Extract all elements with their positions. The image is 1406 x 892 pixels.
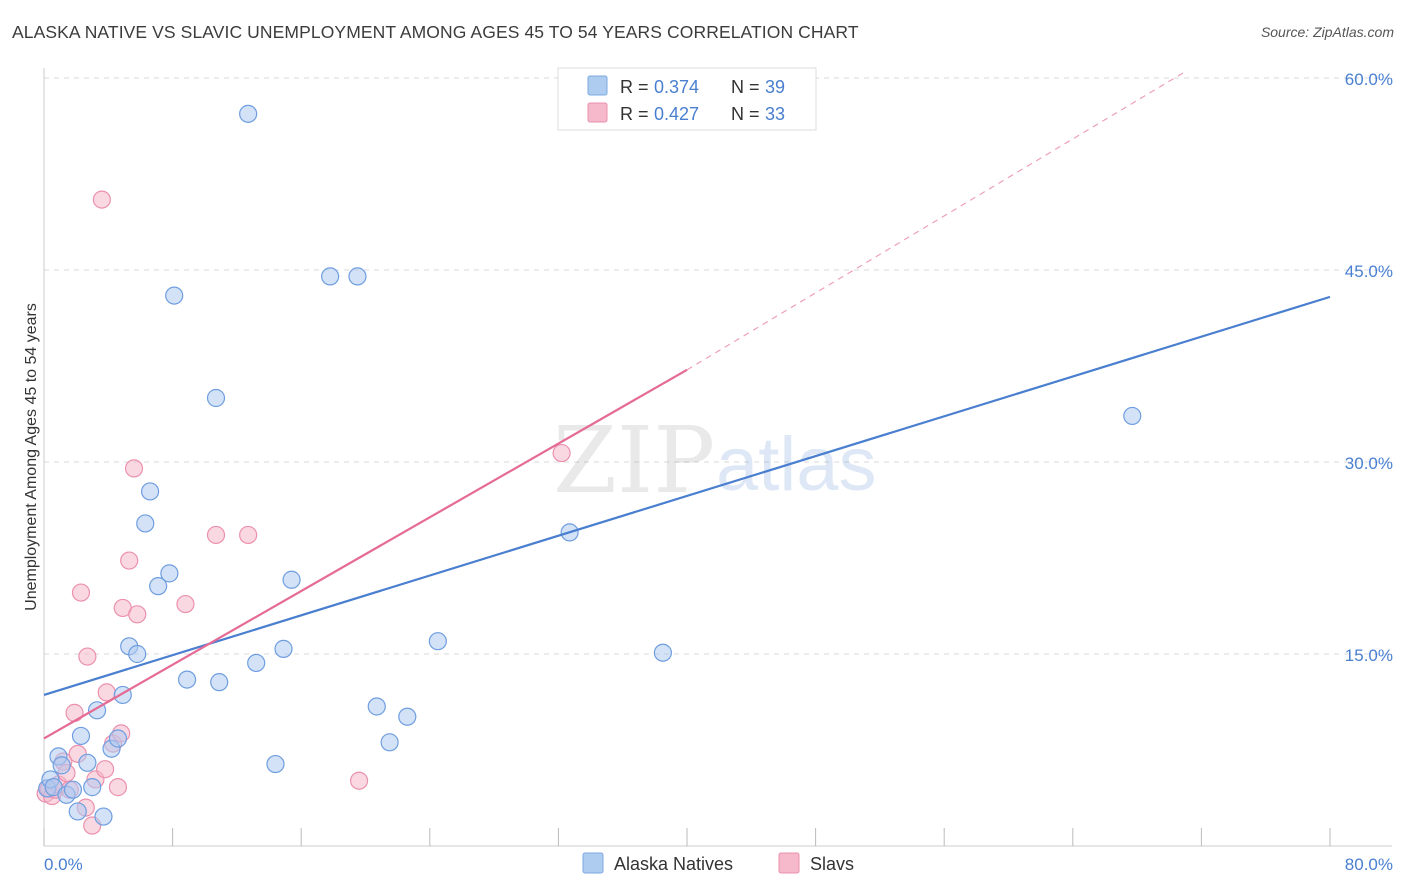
- legend-r-label-1: R =: [620, 77, 649, 97]
- legend-bottom-swatch-pink: [778, 852, 800, 874]
- series-points: [36, 104, 1142, 835]
- data-point: [108, 729, 128, 748]
- legend-bottom: Alaska Natives Slavs: [582, 852, 854, 874]
- y-tick-label: 60.0%: [1345, 70, 1393, 89]
- legend-r-label-2: R =: [620, 104, 649, 124]
- data-point: [1123, 406, 1142, 426]
- data-point: [120, 551, 139, 570]
- data-point: [177, 670, 197, 689]
- chart-title: ALASKA NATIVE VS SLAVIC UNEMPLOYMENT AMO…: [12, 22, 859, 42]
- data-point: [108, 778, 128, 797]
- data-point: [210, 673, 229, 692]
- series-alaska-natives: [38, 104, 1142, 826]
- data-point: [282, 570, 301, 589]
- data-point: [71, 726, 91, 746]
- watermark: ZIP atlas: [553, 407, 877, 514]
- data-point: [140, 482, 160, 501]
- data-point: [239, 525, 258, 545]
- data-point: [71, 583, 91, 602]
- data-point: [349, 771, 369, 790]
- data-point: [165, 286, 184, 305]
- legend-bottom-label-slavs: Slavs: [810, 854, 854, 874]
- y-axis-title: Unemployment Among Ages 45 to 54 years: [23, 303, 40, 611]
- legend-swatch-pink: [587, 102, 608, 123]
- trend-line-slavs-extension: [686, 71, 1186, 371]
- y-tick-label: 15.0%: [1345, 646, 1393, 665]
- tick-labels: 15.0% 30.0% 45.0% 60.0% 0.0% 80.0%: [44, 70, 1393, 874]
- legend-n-value-1: 39: [765, 77, 785, 97]
- legend-n-label-1: N =: [731, 77, 760, 97]
- data-point: [78, 647, 97, 666]
- axes: [43, 68, 1392, 847]
- legend-swatch-blue: [587, 75, 608, 96]
- data-point: [428, 632, 447, 651]
- data-point: [95, 760, 115, 779]
- data-point: [176, 594, 195, 614]
- legend-top: R = 0.374 N = 39 R = 0.427 N = 33: [557, 67, 817, 131]
- data-point: [380, 733, 399, 752]
- watermark-atlas: atlas: [716, 422, 877, 507]
- data-point: [348, 267, 367, 286]
- data-point: [206, 388, 226, 408]
- gridlines: [44, 77, 1392, 655]
- data-point: [274, 639, 293, 658]
- trend-line-alaska-natives: [43, 295, 1331, 697]
- legend-bottom-swatch-blue: [582, 852, 604, 874]
- data-point: [92, 190, 111, 209]
- data-point: [552, 443, 571, 463]
- y-tick-label: 30.0%: [1345, 454, 1393, 473]
- trend-lines: [43, 71, 1331, 740]
- legend-r-value-2: 0.427: [654, 104, 699, 124]
- watermark-zip: ZIP: [553, 407, 715, 514]
- data-point: [206, 525, 226, 545]
- x-tick-label: 0.0%: [44, 855, 83, 874]
- data-point: [398, 707, 417, 726]
- data-point: [239, 104, 258, 123]
- data-point: [149, 577, 168, 596]
- data-point: [52, 756, 71, 775]
- y-tick-label: 45.0%: [1345, 262, 1393, 281]
- data-point: [65, 703, 84, 722]
- data-point: [68, 802, 87, 821]
- data-point: [160, 564, 179, 583]
- legend-n-value-2: 33: [765, 104, 785, 124]
- data-point: [94, 807, 113, 826]
- data-point: [367, 697, 386, 716]
- data-point: [653, 643, 672, 662]
- data-point: [78, 753, 97, 772]
- trend-line-slavs: [43, 368, 688, 740]
- source-credit: Source: ZipAtlas.com: [1260, 24, 1394, 40]
- data-point: [266, 754, 285, 774]
- data-point: [247, 653, 266, 673]
- legend-bottom-label-alaska: Alaska Natives: [614, 854, 733, 874]
- data-point: [321, 267, 340, 286]
- legend-n-label-2: N =: [731, 104, 760, 124]
- data-point: [136, 514, 155, 533]
- x-tick-label: 80.0%: [1345, 855, 1393, 874]
- data-point: [83, 778, 102, 797]
- data-point: [63, 780, 83, 799]
- legend-r-value-1: 0.374: [654, 77, 699, 97]
- data-point: [124, 459, 144, 478]
- data-point: [128, 644, 147, 664]
- data-point: [128, 605, 147, 624]
